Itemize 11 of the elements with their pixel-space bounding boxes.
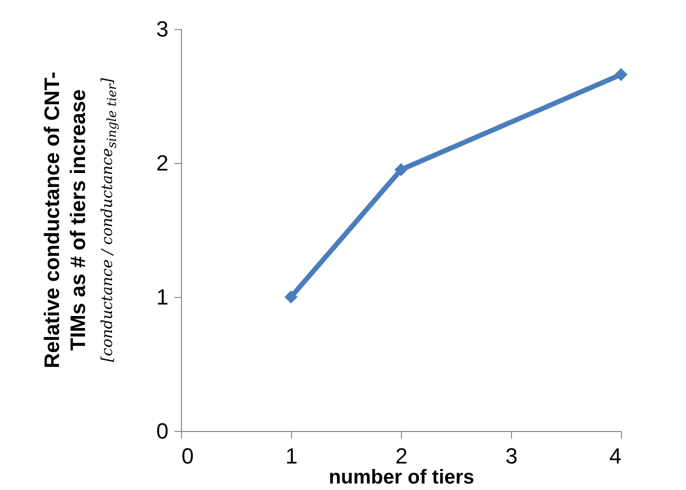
x-axis-title: number of tiers xyxy=(328,466,474,488)
y-tick-label: 0 xyxy=(156,418,168,444)
x-tick-label: 2 xyxy=(395,444,408,468)
x-tick-label: 0 xyxy=(182,444,194,468)
x-tick-label: 1 xyxy=(285,444,298,468)
x-tick-label: 3 xyxy=(505,444,518,468)
y-axis-title: Relative conductance of CNT-TIMs as # of tiers increase xyxy=(40,70,91,370)
x-tick-label: 4 xyxy=(609,444,622,468)
y-tick-label: 3 xyxy=(156,16,168,42)
y-tick-label: 1 xyxy=(156,284,168,310)
y-tick-label: 2 xyxy=(156,150,168,176)
